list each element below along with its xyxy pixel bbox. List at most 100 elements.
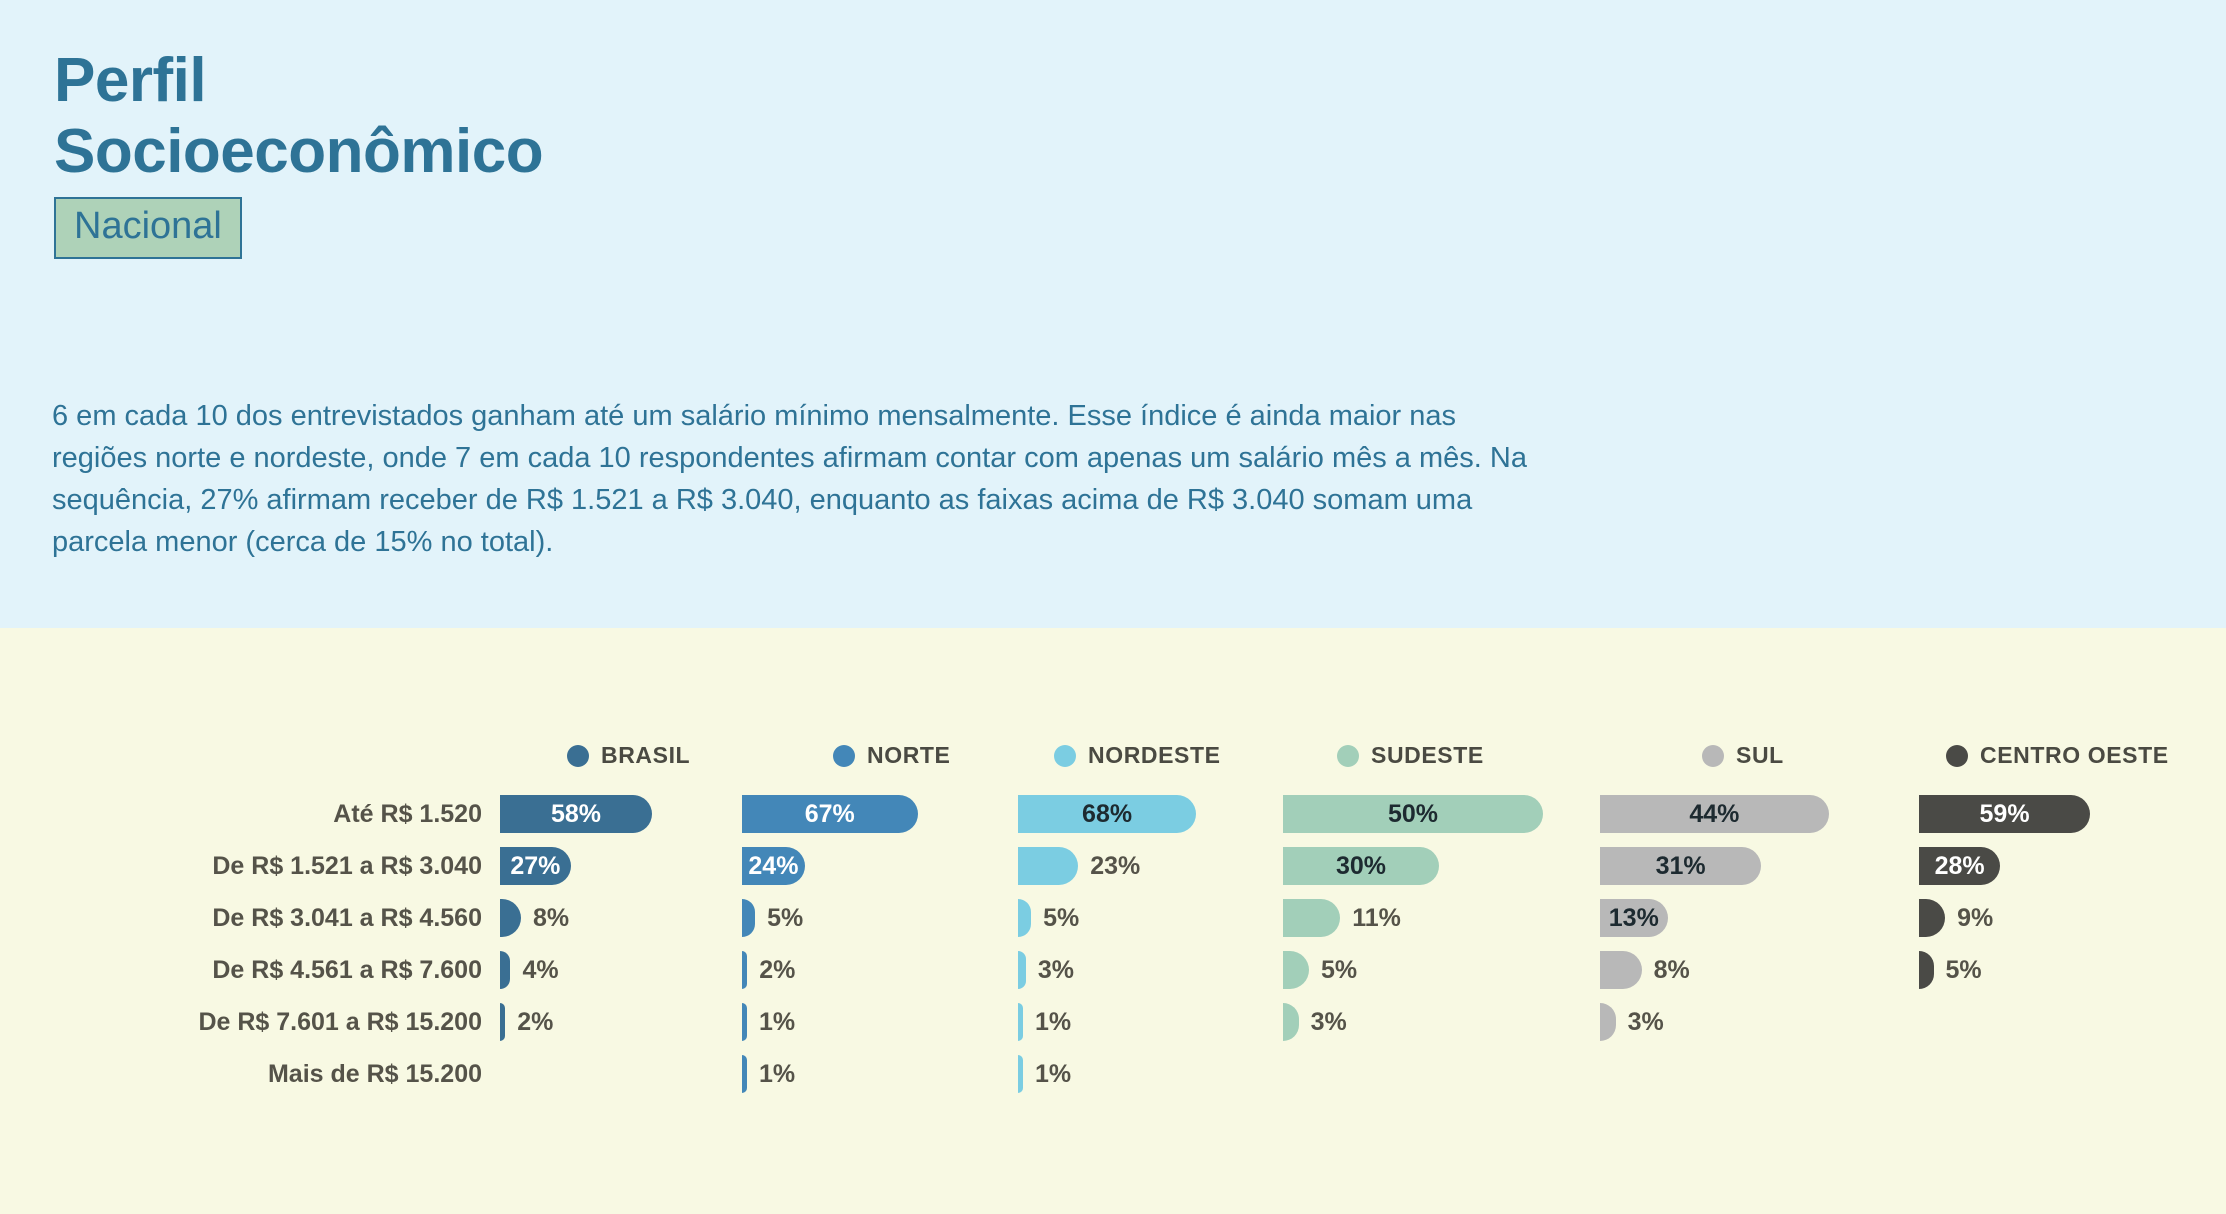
bar-column-nordeste: 68% 23% 5% 3% 1% 1% [1018,788,1197,1100]
bar-row: 8% [1600,944,1829,996]
bar-value-label: 67% [804,799,855,828]
bar-row: 4% [500,944,652,996]
bar[interactable]: 50% [1283,795,1543,833]
bar[interactable] [1919,899,1946,937]
bar-row: 44% [1600,788,1829,840]
bar[interactable] [1283,1003,1299,1041]
intro-paragraph: 6 em cada 10 dos entrevistados ganham at… [52,400,1527,558]
bar-value-label: 50% [1387,799,1439,828]
bar[interactable] [1018,847,1079,885]
bar-row: 2% [500,996,652,1048]
bar-row: 23% [1018,840,1196,892]
bar-row: 1% [742,996,918,1048]
bar-row: 3% [1283,996,1543,1048]
bar-value-label: 58% [550,799,601,828]
bar-row: 5% [742,892,918,944]
bar-row: 31% [1600,840,1829,892]
page-title-line-1: Perfil [54,46,207,115]
bar[interactable]: 13% [1600,899,1668,937]
bar-value-label: 8% [1653,955,1690,984]
bar[interactable] [742,1055,747,1093]
bar-row: 5% [1283,944,1543,996]
bar-row: 5% [1919,944,2090,996]
bar-row-empty [1600,1048,1829,1100]
bar-row: 5% [1018,892,1196,944]
category-label-column: Até R$ 1.520 De R$ 1.521 a R$ 3.040 De R$ … [0,788,500,1100]
chart-legend: BRASIL NORTE NORDESTE SUDESTE SUL CENTRO OEST… [0,742,2226,778]
bar[interactable]: 59% [1919,795,2091,833]
bar-value-label: 5% [767,903,804,932]
bar[interactable] [742,1003,747,1041]
bar-row-empty [1283,1048,1543,1100]
bar-row: 3% [1018,944,1196,996]
bar[interactable] [500,899,521,937]
bar-column-sudeste: 50% 30% 11% 5% 3% [1283,788,1543,1100]
bar[interactable]: 27% [500,847,571,885]
bar[interactable]: 30% [1283,847,1439,885]
bar-value-label: 4% [522,955,559,984]
bar-value-label: 28% [1934,851,1985,880]
bar[interactable] [1018,899,1032,937]
legend-label: SUL [1736,742,1784,768]
bar-row: 24% [742,840,918,892]
bar-value-label: 5% [1945,955,1982,984]
bar[interactable]: 28% [1919,847,2001,885]
legend-item-sudeste[interactable]: SUDESTE [1337,742,1484,769]
bar[interactable]: 68% [1018,795,1197,833]
bar-value-label: 3% [1037,955,1074,984]
legend-item-norte[interactable]: NORTE [833,742,951,769]
bar-row: 1% [1018,1048,1196,1100]
bar-row: 58% [500,788,652,840]
legend-item-brasil[interactable]: BRASIL [567,742,690,769]
legend-label: CENTRO OESTE [1980,742,2169,768]
bar[interactable] [1018,951,1026,989]
bar-row-empty [1919,996,2090,1048]
bar[interactable]: 67% [742,795,918,833]
bar-value-label: 1% [759,1059,796,1088]
bar[interactable] [742,899,756,937]
legend-label: NORDESTE [1088,742,1221,768]
legend-item-nordeste[interactable]: NORDESTE [1054,742,1221,769]
bar[interactable] [1283,899,1341,937]
bar[interactable]: 24% [742,847,805,885]
bar-value-label: 8% [532,903,570,932]
bar[interactable] [1600,951,1642,989]
bar[interactable] [1018,1003,1023,1041]
legend-label: SUDESTE [1371,742,1484,768]
bar-row: 30% [1283,840,1543,892]
legend-dot-icon [567,744,589,767]
bar-value-label: 30% [1335,851,1387,880]
bar[interactable]: 44% [1600,795,1829,833]
bar-column-centro-oeste: 59% 28% 9% 5% [1919,788,2091,1100]
bar[interactable] [1283,951,1309,989]
bar-value-label: 2% [517,1007,554,1036]
bar-row: 13% [1600,892,1829,944]
legend-dot-icon [1054,744,1076,767]
bar[interactable] [1600,1003,1616,1041]
page-title-line-2: Socioeconômico [54,116,544,186]
legend-item-centro-oeste[interactable]: CENTRO OESTE [1946,742,2169,769]
bar-row: 2% [742,944,918,996]
bar-column-sul: 44% 31% 13% 8% 3% [1600,788,1829,1100]
bar[interactable] [1919,951,1934,989]
legend-dot-icon [1702,744,1724,767]
legend-label: BRASIL [601,742,691,768]
category-label: De R$ 3.041 a R$ 4.560 [212,903,482,932]
bar[interactable] [742,951,748,989]
bar-row: 3% [1600,996,1829,1048]
bar-value-label: 11% [1352,903,1401,932]
bar-row: 67% [742,788,918,840]
legend-dot-icon [833,744,855,767]
bar[interactable] [1018,1055,1023,1093]
bar-row: 28% [1919,840,2090,892]
legend-item-sul[interactable]: SUL [1702,742,1784,769]
bar-value-label: 2% [759,955,796,984]
bar[interactable]: 31% [1600,847,1762,885]
bar[interactable] [500,1003,506,1041]
bar[interactable]: 58% [500,795,652,833]
title-block: Perfil Socioeconômico Nacional [54,46,544,260]
bar[interactable] [500,951,511,989]
bar-value-label: 59% [1979,799,2030,828]
legend-label: NORTE [867,742,951,768]
